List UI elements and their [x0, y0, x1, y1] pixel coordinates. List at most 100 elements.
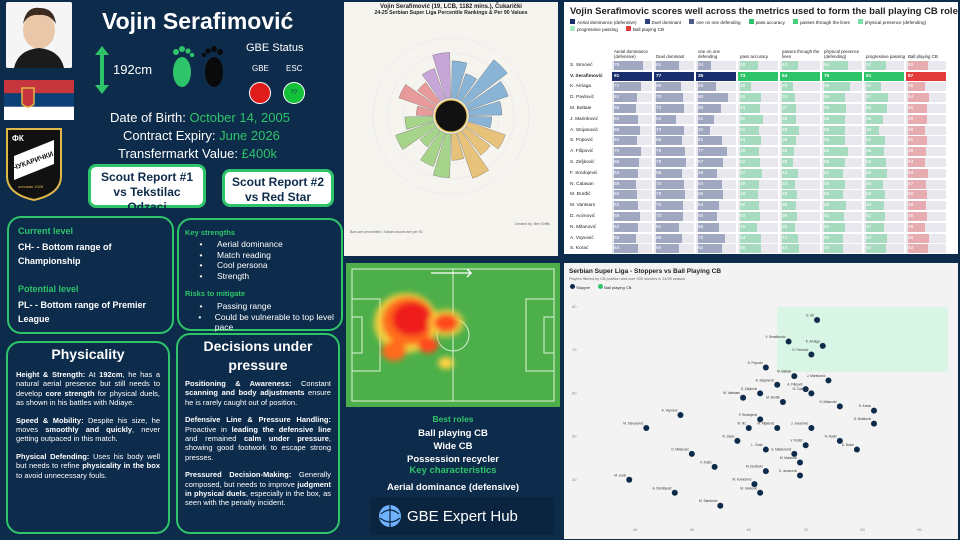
metrics-table: Aerial dominance (defensive) Duel dominan…	[568, 42, 954, 254]
scatter-point[interactable]	[785, 338, 792, 345]
table-row[interactable]: D. Pavlović 61 70 80 55 33 56 57 54	[568, 92, 954, 103]
scatter-point[interactable]	[762, 446, 769, 453]
decisions-title: Decisions under pressure	[203, 338, 313, 373]
scatter-point[interactable]	[802, 442, 809, 449]
x-tick-label: 40	[633, 527, 638, 532]
scatter-point[interactable]	[853, 446, 860, 453]
metric-cell: 55	[864, 168, 904, 178]
radar-wedge	[468, 101, 503, 116]
table-row[interactable]: J. Marinković 63 53 42 60 36 56 45 49	[568, 114, 954, 125]
scatter-point[interactable]	[643, 424, 650, 431]
scatter-point[interactable]	[802, 386, 809, 393]
dob-value: October 14, 2005	[189, 110, 290, 125]
scatter-point[interactable]	[791, 373, 798, 380]
point-label: M. Stevanović	[623, 421, 643, 425]
metric-cell: 50	[822, 233, 862, 243]
scatter-point[interactable]	[751, 481, 758, 488]
scatter-point[interactable]	[797, 459, 803, 466]
metric-cell: 48	[864, 201, 904, 211]
table-row[interactable]: F. Sredojević 64 68 49 57 42 51 55 53	[568, 168, 954, 179]
scatter-point[interactable]	[797, 472, 803, 479]
contract-line: Contract Expiry: June 2026	[123, 128, 280, 143]
point-label: N. Radić	[825, 434, 838, 438]
scatter-point[interactable]	[688, 450, 695, 457]
club-founded: основан 1926	[18, 184, 44, 189]
table-row[interactable]: S. Zeljković 66 79 67 52 29 56 52 44	[568, 157, 954, 168]
legend-item: progressive passing	[570, 26, 618, 32]
metric-cell: 61	[612, 136, 652, 146]
scatter-point[interactable]	[626, 476, 633, 483]
metric-cell: 39	[780, 212, 820, 222]
scatter-point[interactable]	[745, 424, 752, 431]
x-tick-label: 90	[917, 527, 922, 532]
scatter-point[interactable]	[814, 316, 821, 323]
point-label: D. Pavlović	[792, 348, 808, 352]
scatter-point[interactable]	[808, 390, 815, 397]
scatter-point[interactable]	[677, 412, 684, 418]
contract-value: June 2026	[219, 128, 280, 143]
point-label: S. Jovanović	[779, 469, 797, 473]
scatter-point[interactable]	[757, 416, 764, 423]
scatter-point[interactable]	[762, 468, 769, 475]
scatter-point[interactable]	[871, 407, 877, 414]
scatter-point[interactable]	[774, 424, 781, 431]
scatter-point[interactable]	[836, 403, 843, 410]
table-row[interactable]: S. Popović 61 68 62 54 38 55 51 51	[568, 136, 954, 147]
scatter-point[interactable]	[740, 394, 747, 401]
scout-report-2-button[interactable]: Scout Report #2 vs Red Star	[222, 169, 334, 207]
table-row[interactable]: K. Arriaga 72 66 48 30 28 69 40 45	[568, 82, 954, 93]
table-row[interactable]: M. Đurđić 60 75 65 48 40 50 50 50	[568, 190, 954, 201]
scatter-point[interactable]	[757, 390, 764, 397]
scatter-point[interactable]	[836, 437, 843, 444]
bpcb-zone	[777, 307, 948, 372]
player-photo-image	[6, 2, 72, 68]
metric-cell: 75	[654, 190, 694, 200]
table-row[interactable]: A. Stojanović 68 73 31 51 45 55 33 46	[568, 125, 954, 136]
player-name-cell: F. Sredojević	[570, 170, 598, 176]
scatter-point[interactable]	[808, 351, 815, 358]
risks-title: Risks to mitigate	[185, 289, 246, 298]
table-row[interactable]: S. Simović 76 61 34 48 42 64 52 52	[568, 60, 954, 71]
metric-cell: 55	[822, 136, 862, 146]
table-row[interactable]: S. Korać 64 60 62 55 44 49 52 53	[568, 244, 954, 255]
metric-cell: 58	[612, 233, 652, 243]
scatter-point[interactable]	[671, 489, 678, 496]
table-row[interactable]: N. Ćalasan 59 74 64 49 34 56 46 47	[568, 179, 954, 190]
table-row[interactable]: V. Serafimović 91 77 35 73 64 75 61 67	[568, 71, 954, 82]
scatter-point[interactable]	[774, 381, 781, 388]
table-row[interactable]: A. Filipović 70 76 77 49 32 63 48 48	[568, 146, 954, 157]
scatter-point[interactable]	[711, 463, 718, 470]
scatter-point[interactable]	[779, 399, 786, 406]
metric-cell: 59	[612, 179, 652, 189]
scatter-point[interactable]	[757, 489, 764, 496]
table-row[interactable]: A. Vojnović 58 69 70 54 41 50 54 55	[568, 233, 954, 244]
role-item: Possession recycler	[407, 454, 499, 465]
metric-cell: 64	[612, 244, 652, 254]
player-name-cell: S. Popović	[570, 138, 593, 144]
point-label: V. Kostić	[790, 439, 803, 443]
scatter-point[interactable]	[762, 364, 769, 371]
table-row[interactable]: M. Baltaie 58 73 60 53 37 58 55 50	[568, 103, 954, 114]
scatter-point[interactable]	[717, 502, 724, 509]
metric-cell: 49	[696, 168, 736, 178]
metric-cell: 54	[738, 136, 778, 146]
scatter-title: Serbian Super Liga - Stoppers vs Ball Pl…	[569, 268, 722, 275]
scatter-point[interactable]	[734, 437, 741, 444]
table-row[interactable]: M. Vantsam 62 70 54 50 36 58 48 48	[568, 200, 954, 211]
scout-report-1-button[interactable]: Scout Report #1 vs Tekstilac Odzaci	[88, 164, 206, 214]
metric-cell: 76	[654, 147, 694, 157]
scatter-point[interactable]	[871, 420, 877, 427]
radar-wedge	[465, 121, 506, 150]
table-row[interactable]: D. Acimović 68 70 50 53 39 52 51 49	[568, 211, 954, 222]
y-tick-label: 70	[572, 347, 577, 352]
scatter-point[interactable]	[791, 450, 798, 457]
scatter-point[interactable]	[825, 377, 832, 384]
radar-wedge	[432, 133, 451, 178]
metric-cell: 79	[654, 158, 694, 168]
table-row[interactable]: N. Milanović 62 61 56 45 35 54 47 46	[568, 222, 954, 233]
metric-cell: 76	[612, 60, 652, 70]
scatter-point[interactable]	[808, 424, 815, 431]
scatter-point[interactable]	[819, 342, 826, 349]
metric-cell: 66	[654, 82, 694, 92]
point-label: S. Mladenović	[771, 447, 791, 451]
